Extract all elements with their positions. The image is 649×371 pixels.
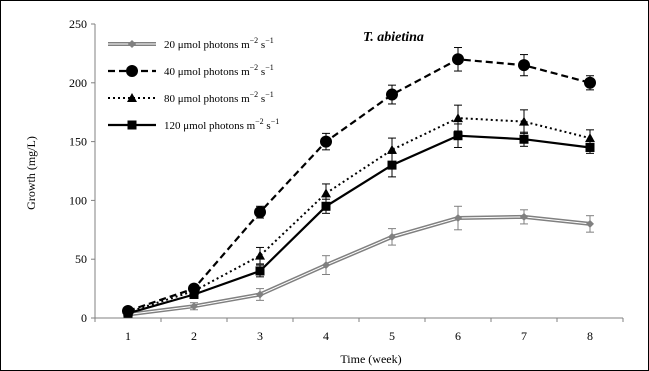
data-point — [388, 232, 396, 241]
legend-marker — [127, 93, 137, 102]
data-point — [188, 282, 200, 295]
x-tick-label: 2 — [191, 329, 197, 343]
x-tick-label: 4 — [323, 329, 329, 343]
data-point — [518, 59, 530, 72]
data-point — [454, 214, 462, 223]
x-tick-label: 3 — [257, 329, 263, 343]
data-point — [387, 160, 397, 170]
legend-marker — [128, 40, 136, 48]
data-point — [255, 250, 265, 260]
data-point — [386, 88, 398, 101]
data-point — [586, 219, 594, 228]
data-point — [190, 302, 198, 311]
x-tick-label: 7 — [521, 329, 527, 343]
x-tick-label: 1 — [125, 329, 131, 343]
series-diamond — [124, 205, 594, 319]
x-tick-label: 6 — [455, 329, 461, 343]
legend-label: 80 μmol photons m−2 s−1 — [164, 90, 274, 105]
legend-label: 40 μmol photons m−2 s−1 — [164, 63, 274, 78]
x-tick-label: 8 — [587, 329, 593, 343]
series-line — [127, 117, 591, 314]
data-point — [254, 206, 266, 219]
y-tick-label: 200 — [69, 76, 87, 90]
data-point — [453, 113, 463, 123]
data-point — [585, 142, 595, 152]
series-line — [127, 58, 591, 312]
legend-item: 120 μmol photons m−2 s−1 — [108, 117, 279, 132]
legend-item: 20 μmol photons m−2 s−1 — [108, 36, 274, 51]
legend-label: 20 μmol photons m−2 s−1 — [164, 36, 274, 51]
y-tick-label: 250 — [69, 17, 87, 31]
data-point — [452, 53, 464, 66]
x-axis-title: Time (week) — [340, 352, 401, 366]
data-point — [585, 133, 595, 143]
species-annotation: T. abietina — [363, 30, 424, 45]
data-point — [320, 135, 332, 148]
data-point — [256, 290, 264, 299]
y-tick-label: 150 — [69, 135, 87, 149]
data-point — [453, 131, 463, 141]
legend-label: 120 μmol photons m−2 s−1 — [164, 117, 279, 132]
data-point — [122, 304, 134, 317]
data-point — [255, 266, 265, 276]
y-axis-title: Growth (mg/L) — [24, 136, 38, 210]
legend: 20 μmol photons m−2 s−1 40 μmol photons m… — [108, 36, 279, 132]
series-circle — [122, 47, 596, 317]
data-point — [322, 261, 330, 270]
x-tick-label: 5 — [389, 329, 395, 343]
data-point — [519, 116, 529, 126]
data-point — [520, 212, 528, 221]
legend-item: 80 μmol photons m−2 s−1 — [108, 90, 274, 105]
data-point — [519, 134, 529, 144]
series-line — [127, 134, 591, 315]
legend-item: 40 μmol photons m−2 s−1 — [108, 63, 274, 78]
legend-marker — [127, 120, 137, 130]
y-tick-label: 50 — [75, 252, 87, 266]
series-layer — [122, 47, 596, 319]
data-point — [584, 76, 596, 89]
data-point — [321, 201, 331, 211]
y-tick-label: 0 — [81, 311, 87, 325]
data-point — [321, 188, 331, 198]
y-tick-label: 100 — [69, 193, 87, 207]
series-line-inner — [127, 216, 591, 315]
legend-marker — [126, 65, 138, 77]
series-line — [127, 214, 591, 317]
axes: 0 50 100 150 200 250 1 2 3 4 5 6 7 8 — [69, 17, 624, 343]
data-point — [387, 144, 397, 154]
